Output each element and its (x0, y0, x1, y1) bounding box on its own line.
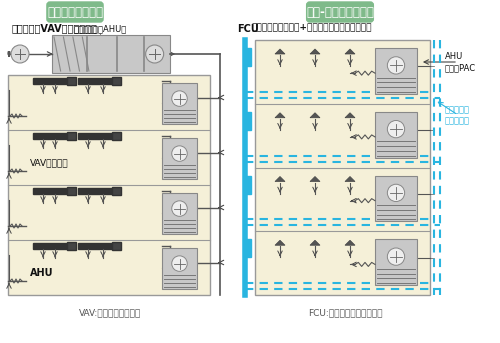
Polygon shape (345, 177, 355, 181)
Polygon shape (275, 240, 285, 245)
Circle shape (388, 184, 404, 202)
Bar (375, 239, 417, 285)
Polygon shape (380, 177, 390, 181)
Bar (52, 35, 170, 73)
Polygon shape (380, 240, 390, 245)
Bar (67, 187, 76, 195)
Circle shape (172, 91, 187, 106)
Text: FCU: FCU (237, 24, 259, 34)
Bar (78, 188, 113, 194)
Circle shape (146, 45, 164, 63)
Bar (67, 242, 76, 250)
Bar (78, 78, 113, 84)
Polygon shape (275, 177, 285, 181)
Polygon shape (380, 113, 390, 118)
FancyBboxPatch shape (306, 2, 374, 22)
Polygon shape (345, 240, 355, 245)
Bar (162, 138, 197, 179)
Bar (244, 112, 251, 130)
Bar (162, 83, 197, 124)
Circle shape (172, 256, 187, 271)
Polygon shape (345, 49, 355, 54)
Bar (112, 242, 121, 250)
Text: FCU:ファンコイルユニット: FCU:ファンコイルユニット (308, 308, 382, 317)
Text: AHU: AHU (30, 268, 54, 277)
Bar (244, 176, 251, 193)
Bar (375, 176, 417, 221)
FancyBboxPatch shape (47, 2, 103, 22)
Bar (162, 248, 197, 289)
Circle shape (172, 201, 187, 216)
Bar (33, 243, 68, 249)
Bar (255, 40, 430, 295)
Polygon shape (310, 113, 320, 118)
Polygon shape (310, 49, 320, 54)
Text: AHU
またはPAC: AHU またはPAC (445, 52, 476, 72)
Circle shape (388, 120, 404, 138)
Text: VAVユニット: VAVユニット (30, 158, 68, 167)
Bar (112, 132, 121, 140)
Bar (33, 78, 68, 84)
Bar (67, 77, 76, 85)
Polygon shape (275, 113, 285, 118)
Circle shape (388, 57, 404, 74)
Bar (78, 133, 113, 139)
Circle shape (172, 146, 187, 161)
Bar (33, 133, 68, 139)
Bar (162, 193, 197, 234)
Text: VAV:可変風量制御装置: VAV:可変風量制御装置 (79, 308, 141, 317)
Polygon shape (380, 49, 390, 54)
Polygon shape (310, 240, 320, 245)
Bar (112, 77, 121, 85)
Text: 一次空調機（AHU）: 一次空調機（AHU） (74, 24, 126, 33)
Text: 各階ゾーニング空調+ファンコイルユニット方式: 各階ゾーニング空調+ファンコイルユニット方式 (252, 23, 372, 32)
Bar (8, 75, 210, 295)
Text: 全空気式の代表例: 全空気式の代表例 (47, 5, 103, 19)
Polygon shape (310, 177, 320, 181)
Polygon shape (345, 113, 355, 118)
Text: 空気-水方式の代表例: 空気-水方式の代表例 (306, 5, 374, 19)
Bar (375, 48, 417, 94)
Bar (244, 239, 251, 257)
Circle shape (388, 248, 404, 265)
Circle shape (11, 45, 29, 63)
Bar (375, 112, 417, 157)
Bar (78, 243, 113, 249)
Bar (112, 187, 121, 195)
Polygon shape (275, 49, 285, 54)
Text: 冷温水配管
（往・還）: 冷温水配管 （往・還） (445, 105, 470, 125)
Bar (33, 188, 68, 194)
Bar (244, 48, 251, 66)
Text: 単一ダクトVAVユニット方式: 単一ダクトVAVユニット方式 (12, 23, 98, 33)
Bar (67, 132, 76, 140)
